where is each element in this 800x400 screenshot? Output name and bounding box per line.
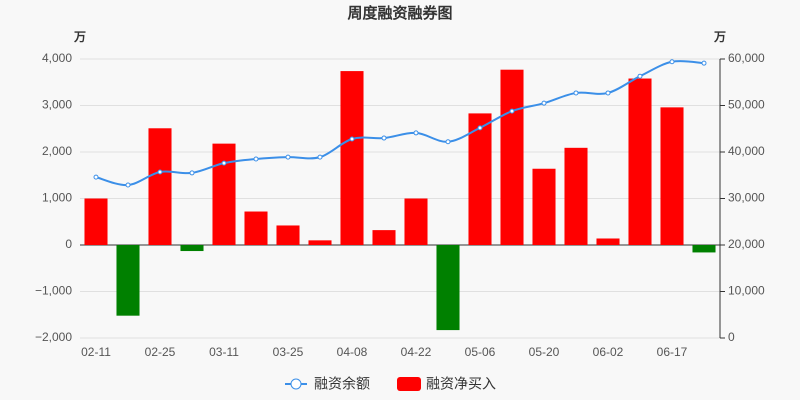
line-point [669,59,675,65]
line-point [93,174,99,180]
y-tick-label: 0 [65,237,72,251]
bar [372,230,396,245]
x-tick-label: 02-25 [145,345,176,359]
bar [404,198,428,245]
line-point [477,125,483,131]
bar [564,147,588,245]
y2-tick-label: 40,000 [728,144,765,158]
bar [180,245,204,252]
y2-tick-label: 20,000 [728,237,765,251]
y2-tick-label: 50,000 [728,98,765,112]
line [95,60,705,187]
bar [436,245,460,331]
bar [276,225,300,245]
line-point [189,170,195,176]
line-point [349,136,355,142]
x-tick-label: 04-08 [337,345,368,359]
line-point [253,156,259,162]
legend-marker [290,378,302,390]
x-tick-label: 06-02 [593,345,624,359]
y2-tick-label: 60,000 [728,51,765,65]
line-point [445,139,451,145]
bar [148,128,172,245]
legend-label: 融资余额 [314,376,370,392]
line-point [637,73,643,79]
line-point [573,90,579,96]
bar [116,245,140,316]
legend-label: 融资净买入 [426,376,496,392]
bar [628,78,652,245]
y2-tick-label: 0 [728,330,735,344]
line-point [541,100,547,106]
y2-tick-label: 30,000 [728,191,765,205]
bar [596,238,620,245]
bar [212,143,236,245]
line-point [605,90,611,96]
bar [660,107,684,245]
line-point [413,130,419,136]
chart-title: 周度融资融券图 [347,4,452,22]
x-tick-label: 03-11 [209,345,239,359]
line-point [701,60,707,66]
x-tick-label: 05-20 [529,345,560,359]
bar [500,69,524,245]
line-point [381,135,387,141]
bar [244,211,268,245]
bar [84,198,108,245]
y2-unit: 万 [713,30,726,44]
bar [340,71,364,245]
bar [532,168,556,245]
y-tick-label: −1,000 [35,284,72,298]
bar [692,245,716,253]
y-tick-label: −2,000 [35,330,72,344]
line-point [285,154,291,160]
y2-tick-label: 10,000 [728,284,765,298]
y-tick-label: 3,000 [42,98,72,112]
x-tick-label: 06-17 [657,345,688,359]
x-tick-label: 04-22 [401,345,432,359]
bar [468,113,492,245]
y-tick-label: 2,000 [42,144,72,158]
line-point [509,108,515,114]
bar [308,240,332,245]
legend-marker [397,377,421,391]
y-unit: 万 [73,30,86,44]
y-tick-label: 4,000 [42,51,72,65]
line-point [221,160,227,166]
x-tick-label: 05-06 [465,345,496,359]
line-point [317,154,323,160]
x-tick-label: 02-11 [81,345,111,359]
line-point [125,182,131,188]
y-tick-label: 1,000 [42,191,72,205]
line-point [157,169,163,175]
x-tick-label: 03-25 [273,345,304,359]
